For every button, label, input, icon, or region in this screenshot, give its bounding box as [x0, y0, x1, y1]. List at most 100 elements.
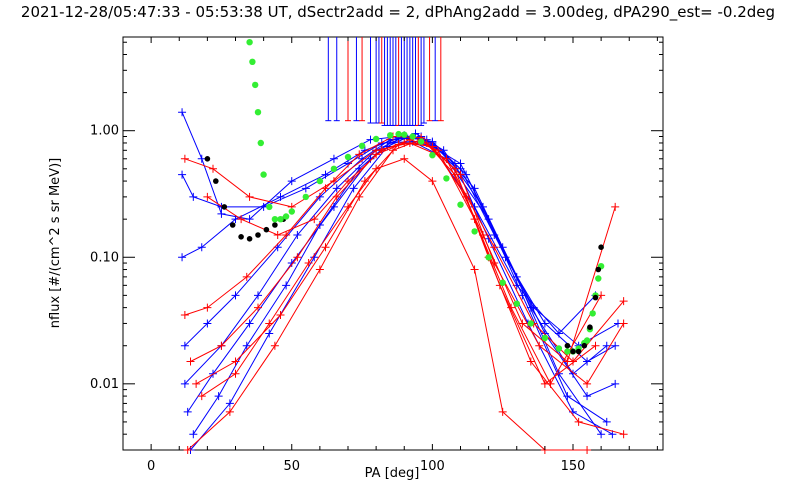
- green-fit-dot: [266, 203, 273, 211]
- data-point-marker: [245, 215, 254, 224]
- green-fit-dot: [277, 216, 284, 223]
- data-point-marker: [377, 146, 386, 155]
- data-point-marker: [529, 303, 538, 312]
- green-fit-dot: [513, 300, 520, 307]
- green-fit-dot: [499, 279, 506, 286]
- data-point-marker: [490, 243, 499, 252]
- plot-area: [122, 36, 664, 454]
- data-point-marker: [372, 150, 381, 159]
- x-axis-label: PA [deg]: [365, 466, 420, 481]
- data-point-marker: [574, 417, 583, 426]
- data-point-marker: [428, 177, 437, 186]
- data-point-marker: [344, 177, 352, 186]
- green-fit-dot: [429, 152, 436, 159]
- data-point-marker: [470, 265, 479, 274]
- data-point-marker: [180, 379, 189, 388]
- green-fit-dot: [358, 142, 366, 149]
- data-point-marker: [197, 154, 206, 163]
- green-fit-dot: [589, 310, 596, 317]
- black-fit-dot: [272, 222, 278, 228]
- data-point-marker: [245, 319, 254, 328]
- green-fit-dot: [555, 345, 563, 352]
- green-fit-dot: [330, 165, 338, 172]
- green-fit-dot: [485, 254, 492, 261]
- green-fit-dot: [302, 193, 309, 201]
- x-tick-label: 50: [283, 459, 300, 474]
- black-fit-dot: [221, 204, 228, 210]
- green-fit-dot: [254, 109, 262, 116]
- data-point-marker: [203, 192, 212, 201]
- data-point-marker: [498, 407, 507, 416]
- data-point-marker: [242, 272, 251, 281]
- black-fit-dot: [238, 234, 244, 240]
- data-point-marker: [183, 407, 192, 416]
- data-point-marker: [619, 319, 628, 328]
- data-point-marker: [231, 357, 240, 366]
- data-point-marker: [178, 170, 187, 179]
- black-fit-dot: [229, 222, 236, 228]
- black-fit-dot: [263, 226, 270, 233]
- data-point-marker: [611, 379, 620, 388]
- data-point-marker: [329, 154, 338, 163]
- data-point-marker: [186, 357, 195, 366]
- data-point-marker: [310, 215, 319, 224]
- green-fit-dot: [387, 132, 394, 139]
- data-point-marker: [217, 209, 226, 218]
- data-point-marker: [344, 202, 352, 211]
- data-point-marker: [321, 184, 330, 193]
- fit-layer: [204, 39, 605, 355]
- data-series-line-10: [187, 139, 624, 451]
- green-fit-dot: [249, 58, 256, 65]
- black-fit-dot: [595, 266, 602, 273]
- x-tick-label: 0: [147, 459, 155, 474]
- green-fit-dot: [271, 216, 279, 223]
- data-point-marker: [183, 446, 192, 454]
- y-tick-label: 1.00: [90, 124, 119, 139]
- data-point-marker: [400, 154, 409, 163]
- data-series-line-11: [195, 142, 625, 385]
- green-fit-dot: [401, 131, 408, 138]
- data-point-marker: [450, 170, 459, 179]
- green-fit-dot: [260, 171, 267, 178]
- black-fit-dot: [581, 342, 588, 349]
- data-point-marker: [237, 215, 246, 224]
- black-fit-dot: [204, 156, 211, 162]
- data-point-marker: [282, 281, 291, 290]
- data-point-marker: [583, 379, 592, 388]
- data-point-marker: [180, 154, 189, 163]
- data-point-marker: [209, 164, 217, 173]
- data-point-marker: [372, 164, 381, 173]
- data-point-marker: [349, 184, 358, 193]
- data-point-marker: [470, 215, 479, 224]
- data-point-marker: [293, 253, 302, 262]
- data-point-marker: [189, 430, 198, 439]
- data-point-marker: [203, 319, 212, 328]
- data-point-marker: [273, 230, 282, 239]
- data-point-marker: [569, 369, 577, 378]
- data-point-marker: [355, 150, 364, 159]
- data-point-marker: [231, 369, 240, 378]
- green-fit-dot: [541, 334, 549, 342]
- data-point-marker: [287, 259, 296, 268]
- data-point-marker: [507, 303, 516, 312]
- x-tick-label: 150: [561, 459, 586, 474]
- green-fit-dot: [316, 177, 324, 185]
- black-fit-dot: [570, 348, 576, 355]
- y-tick-label: 0.01: [90, 377, 119, 392]
- green-fit-dot: [583, 337, 591, 344]
- green-fit-dot: [564, 348, 571, 355]
- green-fit-dot: [288, 208, 295, 215]
- data-point-marker: [611, 202, 620, 211]
- green-fit-dot: [282, 213, 290, 220]
- black-fit-dot: [246, 236, 253, 242]
- black-fit-dot: [592, 294, 599, 301]
- black-fit-dot: [213, 178, 219, 184]
- data-point-marker: [332, 184, 341, 193]
- green-fit-dot: [257, 139, 264, 147]
- black-fit-dot: [255, 232, 261, 238]
- data-point-marker: [203, 303, 212, 312]
- y-tick-label: 0.10: [90, 250, 119, 265]
- green-fit-dot: [252, 81, 259, 89]
- data-point-marker: [189, 192, 198, 201]
- data-point-marker: [546, 379, 555, 388]
